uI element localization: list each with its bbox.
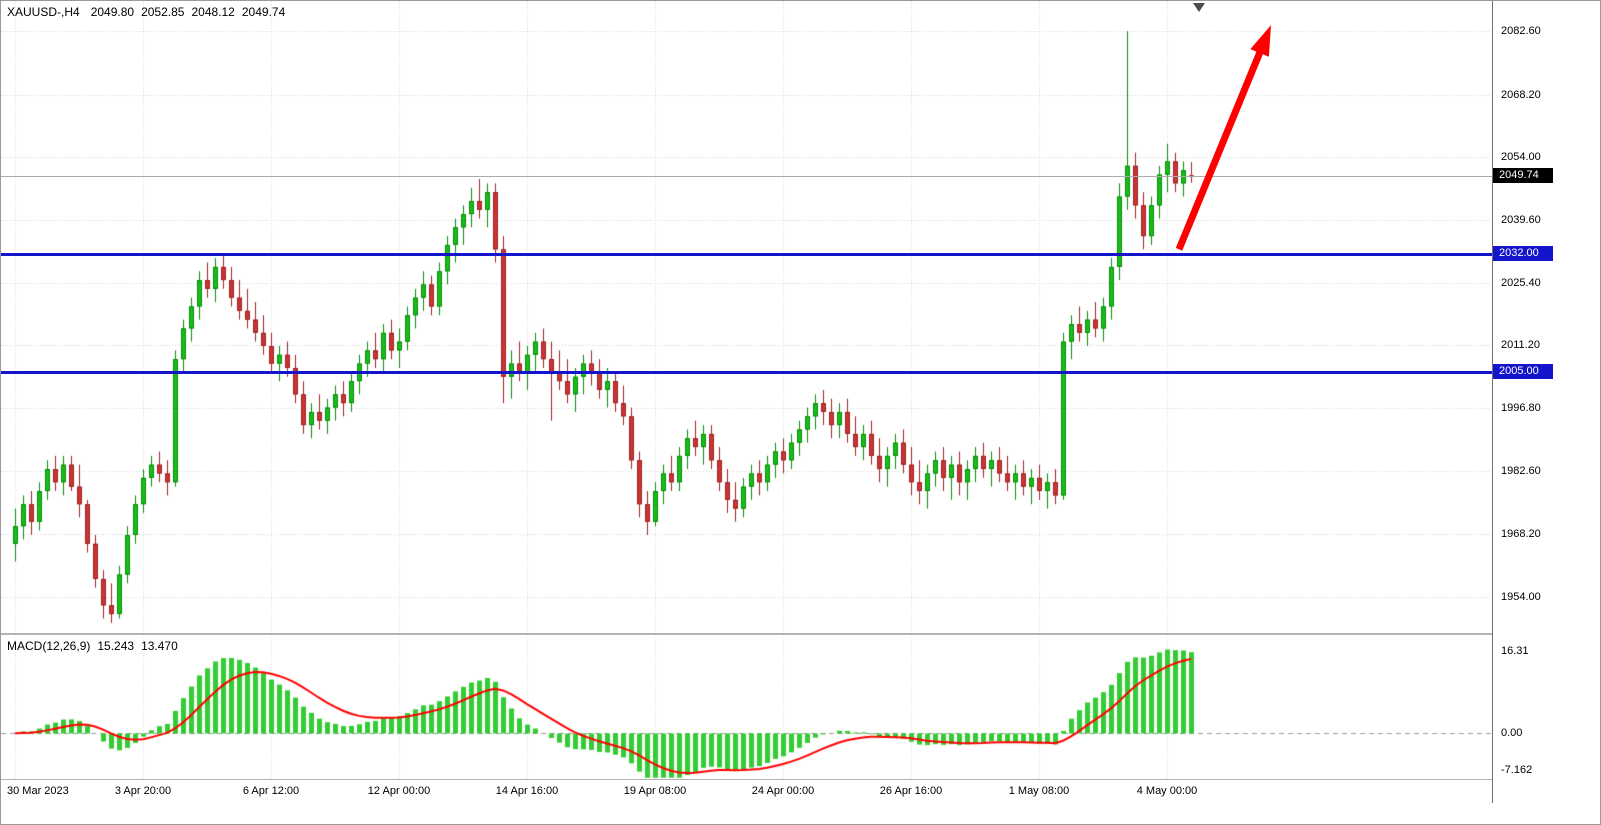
- price-axis-label: 2039.60: [1501, 214, 1541, 226]
- chart-canvas[interactable]: [1, 1, 1492, 779]
- low-value: 2048.12: [191, 5, 235, 19]
- support-line-tag: 2005.00: [1493, 364, 1553, 379]
- current-price-line: [1, 176, 1492, 177]
- time-axis-label: 12 Apr 00:00: [367, 785, 431, 797]
- price-axis-label: 2082.60: [1501, 25, 1541, 37]
- macd-header: MACD(12,26,9) 15.243 13.470: [7, 639, 185, 653]
- macd-signal-value: 13.470: [141, 639, 178, 653]
- macd-main-value: 15.243: [97, 639, 135, 653]
- time-axis-label: 14 Apr 16:00: [495, 785, 559, 797]
- price-pane[interactable]: XAUUSD-,H4 2049.80 2052.85 2048.12 2049.74 M…: [1, 1, 1492, 779]
- time-axis-label: 6 Apr 12:00: [242, 785, 300, 797]
- macd-indicator-label: MACD(12,26,9): [7, 639, 91, 653]
- macd-axis-label: 0.00: [1501, 727, 1523, 739]
- time-axis-label: 24 Apr 00:00: [751, 785, 815, 797]
- price-axis-label: 1982.60: [1501, 465, 1541, 477]
- ohlc-header: XAUUSD-,H4 2049.80 2052.85 2048.12 2049.74: [7, 5, 292, 19]
- price-axis-label: 2054.00: [1501, 151, 1541, 163]
- current-price-tag: 2049.74: [1493, 168, 1553, 183]
- time-axis[interactable]: 30 Mar 2023 3 Apr 20:00 6 Apr 12:00 12 Apr …: [1, 780, 1492, 803]
- price-axis-label: 1968.20: [1501, 528, 1541, 540]
- time-axis-label: 30 Mar 2023: [7, 785, 69, 797]
- pane-splitter[interactable]: [1, 633, 1600, 635]
- price-axis-label: 2011.20: [1501, 339, 1540, 351]
- open-value: 2049.80: [90, 5, 135, 19]
- price-scale[interactable]: 2049.74 2082.60 2068.20 2054.00 2039.60 2025…: [1492, 1, 1600, 803]
- macd-axis-label: -7.162: [1501, 764, 1533, 776]
- resistance-line[interactable]: [1, 253, 1492, 256]
- time-axis-label: 4 May 00:00: [1136, 785, 1198, 797]
- time-axis-label: 26 Apr 16:00: [879, 785, 943, 797]
- price-axis-label: 1996.80: [1501, 402, 1541, 414]
- time-axis-separator: [1, 779, 1600, 780]
- price-axis-label: 2068.20: [1501, 89, 1541, 101]
- chart-shift-marker[interactable]: [1193, 3, 1205, 12]
- high-value: 2052.85: [141, 5, 185, 19]
- time-axis-label: 19 Apr 08:00: [623, 785, 687, 797]
- price-axis-label: 1954.00: [1501, 591, 1541, 603]
- time-axis-label: 1 May 08:00: [1008, 785, 1070, 797]
- close-value: 2049.74: [241, 5, 286, 19]
- time-axis-label: 3 Apr 20:00: [114, 785, 172, 797]
- support-line[interactable]: [1, 371, 1492, 374]
- symbol-period-label: XAUUSD-,H4: [7, 5, 80, 19]
- macd-axis-label: 16.31: [1501, 645, 1529, 657]
- price-axis-label: 2025.40: [1501, 277, 1541, 289]
- resistance-line-tag: 2032.00: [1493, 246, 1553, 261]
